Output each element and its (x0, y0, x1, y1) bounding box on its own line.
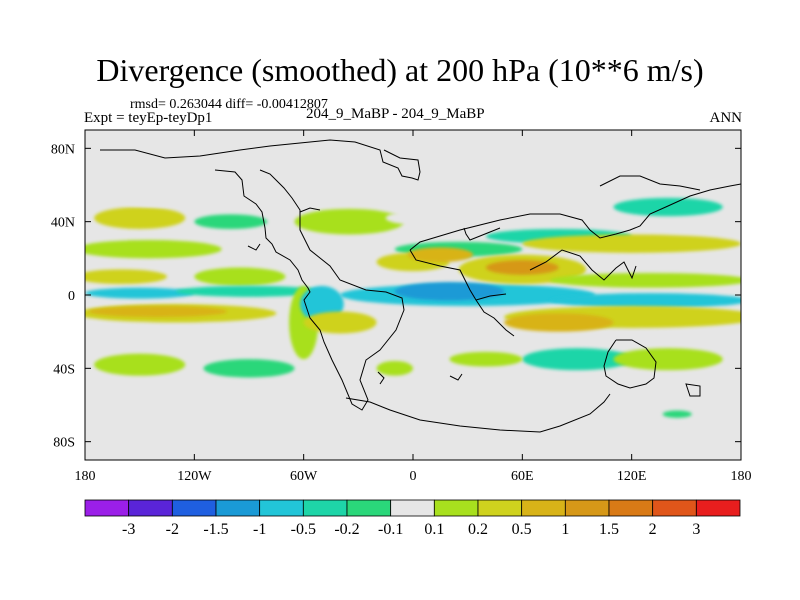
contour-field (203, 359, 295, 378)
colorbar-label: 0.2 (468, 521, 488, 538)
contour-field (407, 247, 474, 262)
y-tick-label: 80N (51, 142, 75, 157)
contour-field (613, 348, 723, 371)
colorbar-swatch (695, 499, 741, 517)
colorbar-label: 0.5 (512, 521, 532, 538)
contour-field (176, 285, 322, 297)
contour-field (449, 351, 523, 367)
contour-field (294, 208, 404, 235)
x-tick-label: 0 (410, 469, 417, 484)
contour-fields (85, 192, 741, 418)
colorbar-swatch (390, 499, 435, 517)
x-tick-label: 60E (511, 469, 534, 484)
coastline (100, 139, 741, 433)
colorbar-swatch (215, 499, 261, 517)
experiment-label: Expt = teyEp-teyDp1 (84, 110, 213, 126)
colorbar-swatch (259, 499, 304, 517)
contour-field (549, 273, 741, 288)
contour-field (394, 282, 505, 301)
colorbar-swatch (346, 499, 392, 517)
x-tick-label: 120W (177, 469, 212, 484)
x-tick-label: 180 (731, 469, 752, 484)
contour-field (613, 197, 723, 217)
y-tick-label: 0 (68, 289, 75, 304)
colorbar-swatch (564, 499, 610, 517)
season-label: ANN (709, 110, 743, 126)
contour-field (385, 210, 459, 226)
colorbar-label: -0.5 (291, 521, 316, 538)
colorbar-label: 3 (692, 521, 700, 538)
colorbar-label: 1.5 (599, 521, 619, 538)
colorbar-label: -1.5 (203, 521, 228, 538)
y-tick-label: 40N (51, 216, 75, 231)
colorbar-label: 2 (649, 521, 657, 538)
colorbar-label: -0.2 (334, 521, 359, 538)
colorbar-label: -2 (166, 521, 179, 538)
colorbar-label: -1 (253, 521, 266, 538)
contour-field (85, 287, 195, 299)
axis-ticks: 180 120W 60W 0 60E 120E 180 80N 40N 0 40S 80S (51, 130, 752, 484)
contour-field (549, 293, 741, 308)
colorbar-swatch (302, 499, 348, 517)
colorbar-label: 0.1 (424, 521, 444, 538)
colorbar-label: -3 (122, 521, 135, 538)
contour-field (485, 260, 559, 275)
x-tick-label: 180 (75, 469, 96, 484)
colorbar-swatch (608, 499, 654, 517)
colorbar-swatch (433, 499, 479, 517)
contour-field (504, 313, 614, 332)
stats-subtitle: rmsd= 0.263044 diff= -0.00412807 (130, 97, 328, 112)
colorbar-swatch (521, 499, 566, 517)
y-tick-label: 80S (53, 436, 75, 451)
colorbar-label: 1 (561, 521, 569, 538)
colorbar-label: -0.1 (378, 521, 403, 538)
contour-field (88, 306, 228, 317)
contour-field (376, 361, 413, 376)
chart-title: Divergence (smoothed) at 200 hPa (10**6 … (96, 52, 704, 88)
colorbar-swatch (128, 499, 173, 517)
colorbar-swatch (652, 499, 697, 517)
colorbar: -3 -2 -1.5 -1 -0.5 -0.2 -0.1 0.1 0.2 0.5 1 1.5 2 3 (84, 499, 741, 538)
contour-field (94, 207, 186, 229)
contour-field (85, 269, 167, 284)
contour-field (522, 234, 741, 253)
contour-field (112, 192, 204, 208)
contour-field (85, 240, 222, 259)
colorbar-swatch (171, 499, 217, 517)
contour-field (303, 311, 377, 334)
contour-field (194, 267, 286, 286)
x-tick-label: 60W (290, 469, 318, 484)
y-tick-label: 40S (53, 362, 75, 377)
contour-field (94, 353, 186, 376)
colorbar-swatch (84, 499, 130, 517)
x-tick-label: 120E (617, 469, 647, 484)
contour-field (662, 410, 692, 418)
contour-field (194, 214, 268, 230)
colorbar-swatch (477, 499, 523, 517)
case-label: 204_9_MaBP - 204_9_MaBP (306, 106, 485, 122)
